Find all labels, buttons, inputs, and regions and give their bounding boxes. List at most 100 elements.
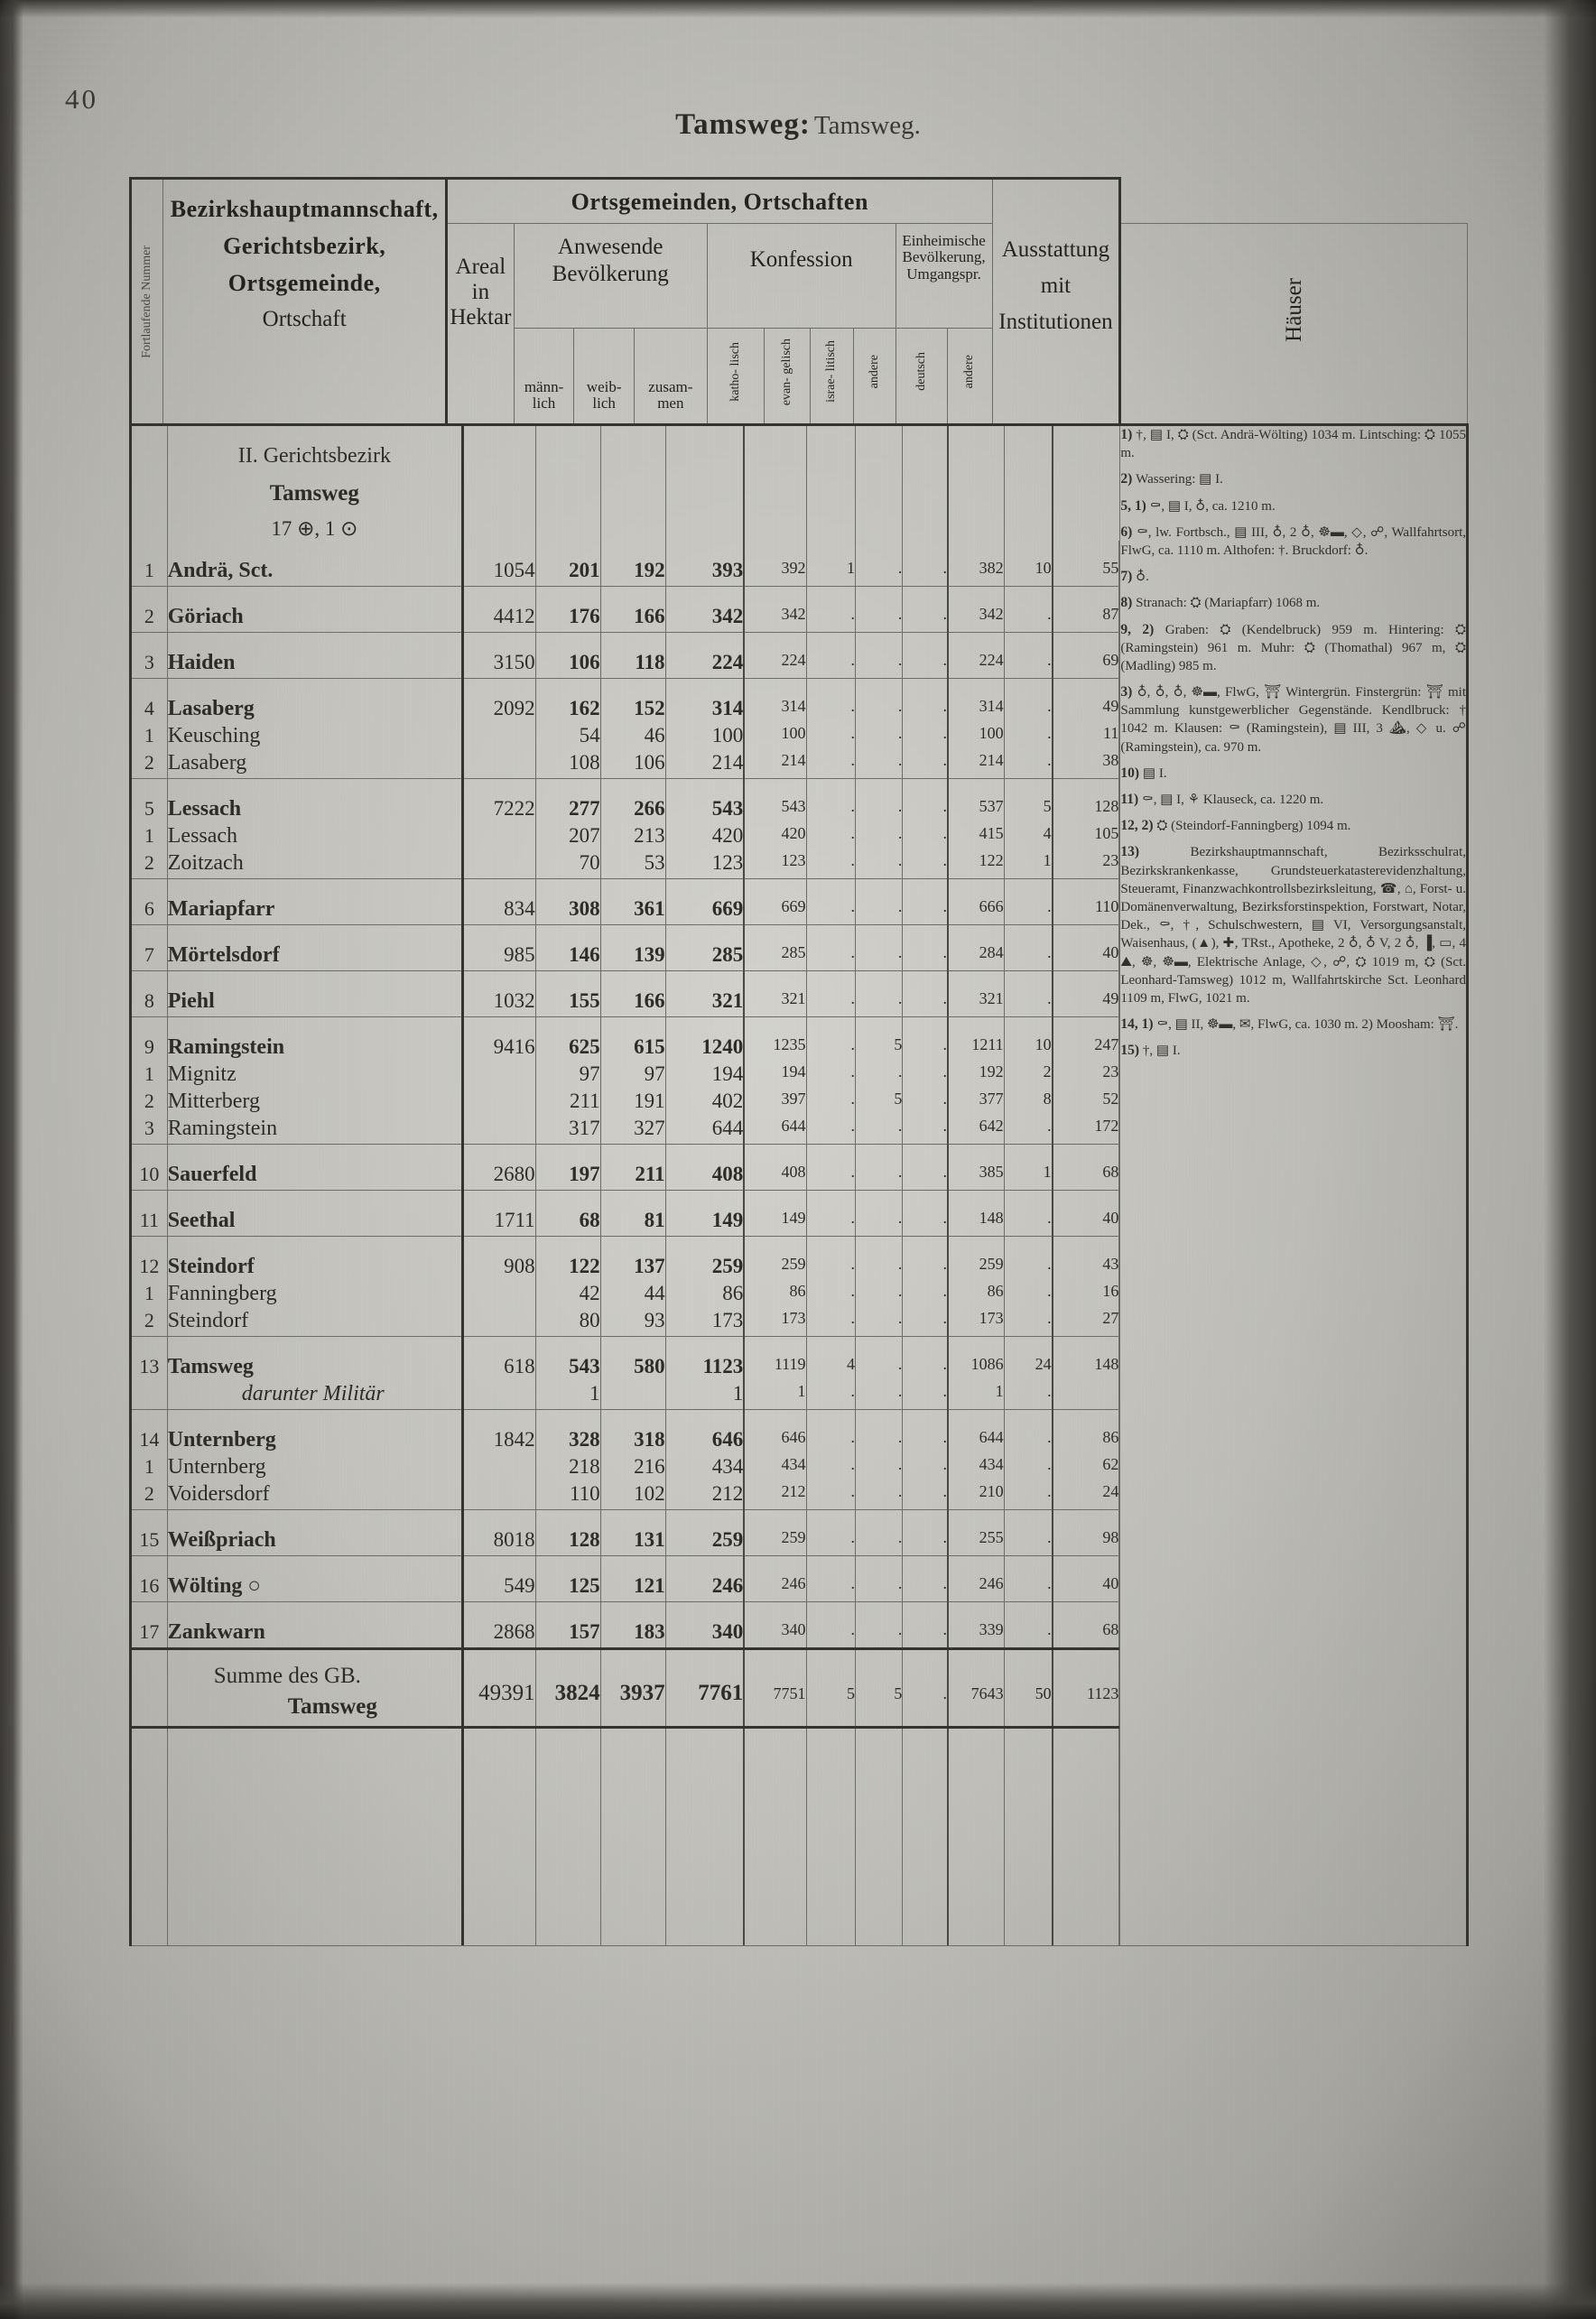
row-maennlich: 146 — [534, 924, 601, 971]
row-andere-spr: . — [1003, 678, 1053, 724]
summary-evangelisch: 5 — [805, 1647, 857, 1728]
row-maennlich: 68 — [534, 1190, 601, 1237]
row-haeuser: 49 — [1052, 678, 1120, 724]
row-andere-konf: . — [902, 1117, 950, 1145]
row-index: 13 — [132, 1336, 168, 1382]
scan-edge-left — [0, 0, 23, 2319]
row-name: Mignitz — [166, 1062, 464, 1090]
row-areal: 2868 — [461, 1601, 536, 1649]
table-row: 1 Lessach 207 213 420 420... 415 4 105 — [132, 824, 1120, 851]
row-katholisch: 321 — [743, 970, 807, 1017]
row-andere-spr: . — [1003, 1117, 1053, 1145]
row-andere-spr: . — [1003, 1455, 1053, 1482]
row-name: Steindorf — [166, 1236, 464, 1282]
institution-number: 3) — [1120, 684, 1137, 700]
row-israelitisch: . — [855, 1409, 904, 1455]
row-areal — [461, 851, 536, 879]
row-zusammen: 402 — [664, 1090, 746, 1117]
row-maennlich: 157 — [534, 1601, 601, 1649]
table-row: 1 Andrä, Sct. 1054 201 192 393 392 1.. 382 10 55 — [132, 541, 1120, 587]
row-zusammen: 224 — [664, 632, 746, 679]
row-weiblich: 191 — [599, 1090, 666, 1117]
row-name: Keusching — [166, 724, 464, 751]
row-maennlich: 308 — [534, 878, 601, 925]
row-deutsch: 644 — [947, 1409, 1005, 1455]
row-andere-spr: 24 — [1003, 1336, 1053, 1382]
institution-number: 1) — [1120, 427, 1137, 442]
row-andere-spr: 8 — [1003, 1090, 1053, 1117]
row-andere-spr: 10 — [1003, 1016, 1053, 1062]
row-andere-spr: . — [1003, 1382, 1053, 1410]
institution-number: 2) — [1120, 471, 1137, 487]
institution-number: 13) — [1120, 844, 1191, 860]
row-areal: 908 — [461, 1236, 536, 1282]
table-row: 4 Lasaberg 2092 162 152 314 314... 314. 49 — [132, 678, 1120, 724]
row-deutsch: 666 — [947, 878, 1005, 925]
row-name: Mörtelsdorf — [166, 924, 464, 971]
row-andere-spr: . — [1003, 1509, 1053, 1556]
summary-areal: 49391 — [461, 1647, 536, 1728]
row-haeuser: 11 — [1052, 724, 1120, 751]
table-row: 13 Tamsweg 618 543 580 1123 1119 4.. 1086 24 148 — [132, 1336, 1120, 1382]
row-weiblich: 102 — [599, 1482, 666, 1510]
row-index: 12 — [132, 1236, 168, 1282]
row-deutsch: 1 — [947, 1382, 1005, 1410]
row-weiblich — [599, 1382, 666, 1410]
table-row: darunter Militär 1 1 1... 1. — [132, 1382, 1120, 1410]
row-andere-konf: . — [902, 1601, 950, 1649]
row-evangelisch: . — [805, 1409, 857, 1455]
row-andere-spr: . — [1003, 1282, 1053, 1309]
row-andere-konf: . — [902, 1016, 950, 1062]
row-haeuser: 87 — [1052, 586, 1120, 633]
row-maennlich: 277 — [534, 778, 601, 824]
scan-edge-top — [0, 0, 1596, 18]
row-areal: 549 — [461, 1555, 536, 1602]
row-deutsch: 122 — [947, 851, 1005, 879]
institution-text: ⚰, ▤ II, ☸▬, ✉, FlwG, ca. 1030 m. 2) Moo… — [1156, 1017, 1459, 1033]
institution-text: †, ▤ I, ⛭ (Sct. Andrä-Wölting) 1034 m. L… — [1120, 428, 1466, 461]
row-evangelisch: . — [805, 1509, 857, 1556]
table-row: 6 Mariapfarr 834 308 361 669 669... 666. 110 — [132, 878, 1120, 925]
row-weiblich: 327 — [599, 1117, 666, 1145]
header-seq-number: Fortlaufende Nummer — [128, 177, 164, 425]
row-deutsch: 86 — [947, 1282, 1005, 1309]
header-haeuser: Häuser — [1119, 223, 1468, 425]
row-maennlich: 80 — [534, 1309, 601, 1337]
row-evangelisch: . — [805, 824, 857, 851]
row-zusammen: 173 — [664, 1309, 746, 1337]
table-row: 14 Unternberg 1842 328 318 646 646... 644. 86 — [132, 1409, 1120, 1455]
page-title: Tamsweg: Tamsweg. — [0, 108, 1596, 142]
row-zusammen: 259 — [664, 1236, 746, 1282]
row-index: 1 — [132, 1282, 168, 1309]
table-row: 3 Haiden 3150 106 118 224 224... 224. 69 — [132, 632, 1120, 679]
institution-text: ⚰, ▤ I, ♁, ca. 1210 m. — [1149, 498, 1276, 514]
row-index: 1 — [132, 724, 168, 751]
row-deutsch: 259 — [947, 1236, 1005, 1282]
row-maennlich: 1 — [534, 1382, 601, 1410]
institution-number: 9, 2) — [1120, 621, 1165, 637]
folio-number: 40 — [65, 83, 98, 115]
row-katholisch: 173 — [743, 1309, 807, 1337]
row-israelitisch: . — [855, 1336, 904, 1382]
row-maennlich: 543 — [534, 1336, 601, 1382]
table-row: 17 Zankwarn 2868 157 183 340 340... 339. 68 — [132, 1601, 1120, 1649]
row-weiblich: 137 — [599, 1236, 666, 1282]
row-andere-konf: . — [902, 1144, 950, 1191]
row-evangelisch: . — [805, 970, 857, 1017]
row-andere-konf: . — [902, 1309, 950, 1337]
header-sub-zusammen: zusam- men — [633, 327, 708, 426]
institution-entry: 10) ▤ I. — [1120, 765, 1466, 783]
institution-text: ▤ I. — [1142, 765, 1167, 781]
row-israelitisch: . — [855, 1482, 904, 1510]
institution-entry: 2) Wassering: ▤ I. — [1120, 470, 1466, 488]
row-katholisch: 543 — [743, 778, 807, 824]
row-weiblich: 216 — [599, 1455, 666, 1482]
row-weiblich: 93 — [599, 1309, 666, 1337]
row-name: Seethal — [166, 1190, 464, 1237]
row-deutsch: 100 — [947, 724, 1005, 751]
row-katholisch: 1 — [743, 1382, 807, 1410]
row-evangelisch: . — [805, 678, 857, 724]
row-haeuser: 98 — [1052, 1509, 1120, 1556]
row-israelitisch: . — [855, 541, 904, 587]
row-haeuser: 49 — [1052, 970, 1120, 1017]
